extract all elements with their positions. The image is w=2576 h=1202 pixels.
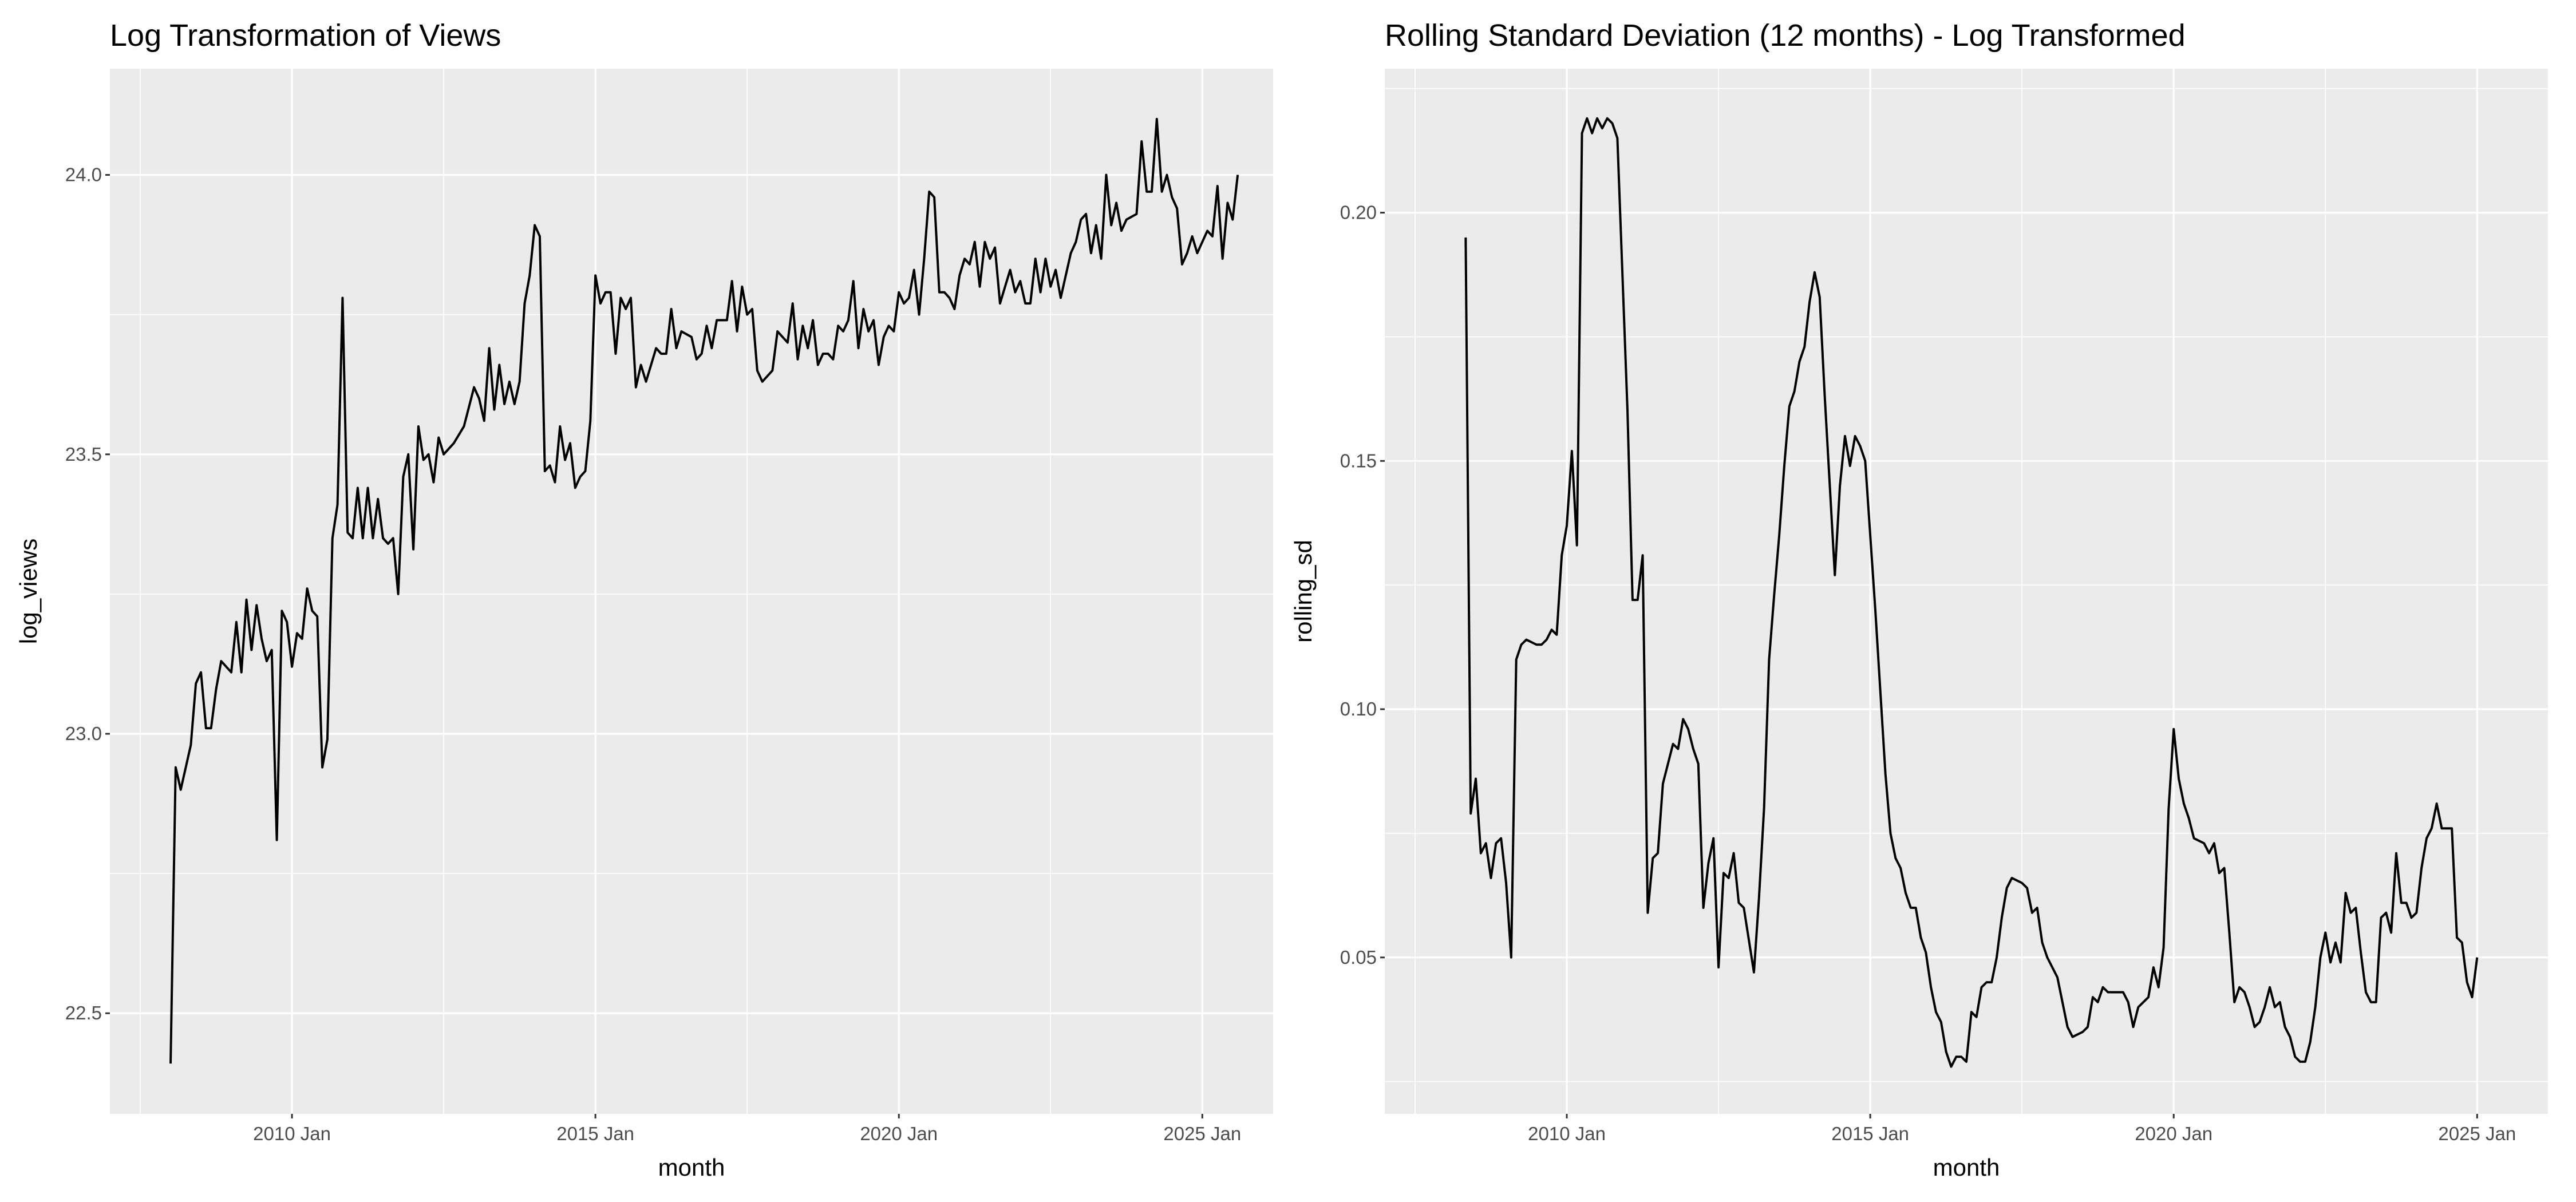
- x-tick-label: 2025 Jan: [2438, 1123, 2516, 1144]
- y-tick-label: 24.0: [65, 164, 102, 185]
- y-tick-label: 0.05: [1340, 947, 1377, 968]
- chart-title: Rolling Standard Deviation (12 months) -…: [1385, 18, 2186, 53]
- y-tick-label: 22.5: [65, 1002, 102, 1023]
- plot-background: [110, 69, 1273, 1114]
- panel: Log Transformation of Views 22.5 23.0 23.5 2…: [15, 18, 1273, 1181]
- y-tick-label: 0.15: [1340, 450, 1377, 471]
- data-line: [169, 117, 1239, 1064]
- y-tick-label: 23.5: [65, 444, 102, 465]
- x-tick-label: 2015 Jan: [556, 1123, 634, 1144]
- panel: Rolling Standard Deviation (12 months) -…: [1290, 18, 2548, 1181]
- data-line: [1464, 117, 2479, 1068]
- y-tick-label: 0.10: [1340, 698, 1377, 719]
- x-axis-title: month: [1933, 1154, 2000, 1181]
- y-tick-label: 23.0: [65, 723, 102, 744]
- x-tick-label: 2020 Jan: [2135, 1123, 2212, 1144]
- x-tick-label: 2020 Jan: [860, 1123, 938, 1144]
- y-tick-label: 0.20: [1340, 202, 1377, 223]
- y-axis-title: log_views: [15, 539, 42, 644]
- x-tick-label: 2010 Jan: [253, 1123, 331, 1144]
- x-tick-label: 2010 Jan: [1528, 1123, 1606, 1144]
- plot-background: [1385, 69, 2548, 1114]
- y-axis-title: rolling_sd: [1290, 540, 1317, 643]
- x-axis-title: month: [658, 1154, 725, 1181]
- x-tick-label: 2015 Jan: [1831, 1123, 1909, 1144]
- x-tick-label: 2025 Jan: [1163, 1123, 1241, 1144]
- chart-title: Log Transformation of Views: [110, 18, 501, 53]
